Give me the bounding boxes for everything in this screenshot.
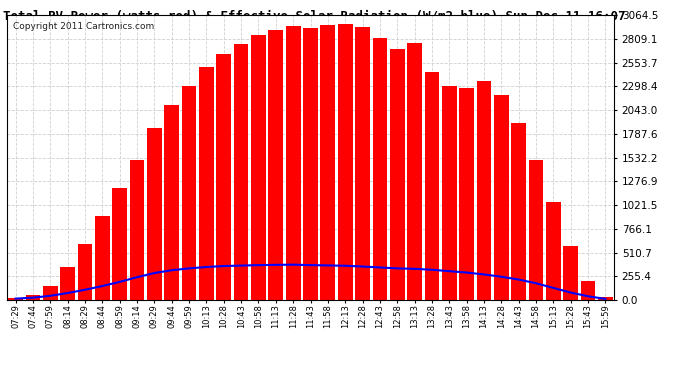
Bar — [251, 35, 266, 300]
Bar — [320, 25, 335, 300]
Bar — [407, 44, 422, 300]
Bar — [199, 68, 214, 300]
Bar — [529, 160, 544, 300]
Bar — [338, 24, 353, 300]
Bar — [373, 38, 387, 300]
Text: Copyright 2011 Cartronics.com: Copyright 2011 Cartronics.com — [13, 22, 155, 31]
Bar — [268, 30, 283, 300]
Text: Total PV Power (watts red) & Effective Solar Radiation (W/m2 blue) Sun Dec 11 16: Total PV Power (watts red) & Effective S… — [3, 9, 626, 22]
Bar — [598, 297, 613, 300]
Bar — [494, 95, 509, 300]
Bar — [546, 202, 561, 300]
Bar — [147, 128, 161, 300]
Bar — [563, 246, 578, 300]
Bar — [390, 49, 404, 300]
Bar — [460, 88, 474, 300]
Bar — [164, 105, 179, 300]
Bar — [477, 81, 491, 300]
Bar — [511, 123, 526, 300]
Bar — [8, 298, 23, 300]
Bar — [26, 296, 40, 300]
Bar — [286, 26, 301, 300]
Bar — [77, 244, 92, 300]
Bar — [355, 27, 370, 300]
Bar — [60, 267, 75, 300]
Bar — [442, 86, 457, 300]
Bar — [112, 188, 127, 300]
Bar — [581, 281, 595, 300]
Bar — [234, 44, 248, 300]
Bar — [95, 216, 110, 300]
Bar — [130, 160, 144, 300]
Bar — [424, 72, 440, 300]
Bar — [181, 86, 197, 300]
Bar — [217, 54, 231, 300]
Bar — [303, 28, 318, 300]
Bar — [43, 286, 58, 300]
